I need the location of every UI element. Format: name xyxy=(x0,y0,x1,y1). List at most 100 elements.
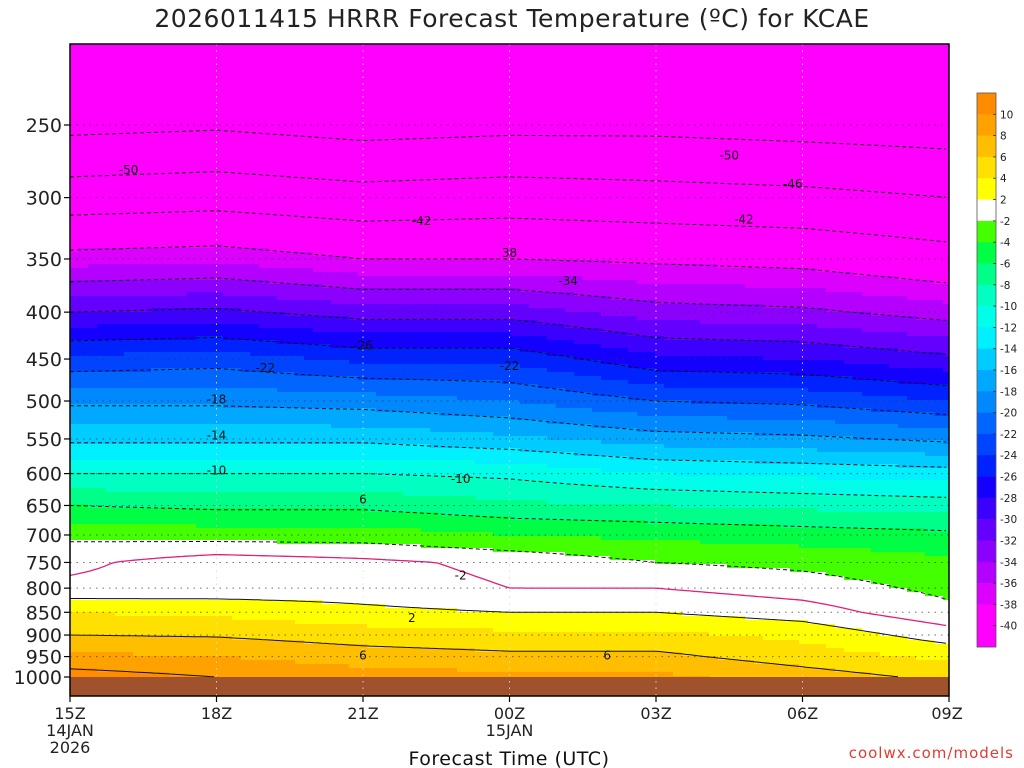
temperature-cell xyxy=(142,616,152,621)
temperature-cell xyxy=(259,248,269,253)
temperature-cell xyxy=(214,448,224,453)
temperature-cell xyxy=(70,480,80,485)
temperature-cell xyxy=(241,80,251,85)
temperature-cell xyxy=(286,536,296,541)
temperature-cell xyxy=(151,532,161,537)
temperature-cell xyxy=(169,504,179,509)
temperature-cell xyxy=(322,656,332,661)
temperature-cell xyxy=(106,476,116,481)
temperature-cell xyxy=(178,296,188,301)
temperature-cell xyxy=(79,124,89,129)
temperature-cell xyxy=(196,108,206,113)
temperature-cell xyxy=(79,384,89,389)
temperature-cell xyxy=(151,156,161,161)
temperature-cell xyxy=(70,224,80,229)
temperature-cell xyxy=(304,204,314,209)
temperature-cell xyxy=(232,320,242,325)
temperature-cell xyxy=(214,280,224,285)
temperature-cell xyxy=(250,520,260,525)
temperature-cell xyxy=(304,476,314,481)
temperature-cell xyxy=(133,616,143,621)
temperature-cell xyxy=(169,120,179,125)
temperature-cell xyxy=(232,556,242,561)
temperature-cell xyxy=(160,60,170,65)
temperature-cell xyxy=(106,76,116,81)
temperature-cell xyxy=(97,352,107,357)
temperature-cell xyxy=(340,412,350,417)
temperature-cell xyxy=(295,196,305,201)
temperature-cell xyxy=(151,432,161,437)
temperature-cell xyxy=(295,632,305,637)
temperature-cell xyxy=(259,604,269,609)
temperature-cell xyxy=(232,248,242,253)
temperature-cell xyxy=(205,356,215,361)
temperature-cell xyxy=(169,496,179,501)
temperature-cell xyxy=(178,488,188,493)
temperature-cell xyxy=(331,292,341,297)
temperature-cell xyxy=(205,288,215,293)
temperature-cell xyxy=(124,204,134,209)
temperature-cell xyxy=(295,56,305,61)
temperature-cell xyxy=(250,292,260,297)
temperature-cell xyxy=(70,672,80,677)
temperature-cell xyxy=(340,52,350,57)
temperature-cell xyxy=(250,536,260,541)
temperature-cell xyxy=(160,232,170,237)
temperature-cell xyxy=(115,296,125,301)
temperature-cell xyxy=(79,428,89,433)
temperature-cell xyxy=(214,140,224,145)
temperature-cell xyxy=(151,376,161,381)
temperature-cell xyxy=(268,60,278,65)
temperature-cell xyxy=(250,644,260,649)
temperature-cell xyxy=(187,436,197,441)
temperature-cell xyxy=(205,140,215,145)
temperature-cell xyxy=(160,144,170,149)
temperature-cell xyxy=(205,220,215,225)
temperature-cell xyxy=(286,532,296,537)
temperature-cell xyxy=(250,656,260,661)
temperature-cell xyxy=(187,136,197,141)
temperature-cell xyxy=(97,580,107,585)
temperature-cell xyxy=(196,372,206,377)
temperature-cell xyxy=(250,384,260,389)
temperature-cell xyxy=(223,412,233,417)
temperature-cell xyxy=(322,376,332,381)
temperature-cell xyxy=(151,548,161,553)
temperature-cell xyxy=(151,420,161,425)
temperature-cell xyxy=(295,324,305,329)
temperature-cell xyxy=(106,52,116,57)
temperature-cell xyxy=(322,184,332,189)
temperature-cell xyxy=(205,596,215,601)
temperature-cell xyxy=(205,520,215,525)
temperature-cell xyxy=(196,128,206,133)
temperature-cell xyxy=(277,392,287,397)
temperature-cell xyxy=(331,84,341,89)
temperature-cell xyxy=(313,280,323,285)
temperature-cell xyxy=(205,108,215,113)
temperature-cell xyxy=(151,136,161,141)
temperature-cell xyxy=(196,204,206,209)
temperature-cell xyxy=(205,588,215,593)
temperature-cell xyxy=(196,588,206,593)
temperature-cell xyxy=(214,396,224,401)
temperature-cell xyxy=(277,212,287,217)
temperature-cell xyxy=(250,312,260,317)
temperature-cell xyxy=(124,180,134,185)
temperature-cell xyxy=(331,500,341,505)
temperature-cell xyxy=(160,376,170,381)
temperature-cell xyxy=(232,208,242,213)
temperature-cell xyxy=(169,104,179,109)
temperature-cell xyxy=(331,112,341,117)
temperature-cell xyxy=(223,604,233,609)
temperature-cell xyxy=(124,168,134,173)
temperature-cell xyxy=(304,428,314,433)
temperature-cell xyxy=(70,660,80,665)
temperature-cell xyxy=(79,272,89,277)
temperature-cell xyxy=(88,644,98,649)
temperature-cell xyxy=(232,604,242,609)
temperature-cell xyxy=(151,384,161,389)
temperature-cell xyxy=(187,248,197,253)
temperature-cell xyxy=(295,268,305,273)
temperature-cell xyxy=(88,660,98,665)
temperature-cell xyxy=(241,572,251,577)
